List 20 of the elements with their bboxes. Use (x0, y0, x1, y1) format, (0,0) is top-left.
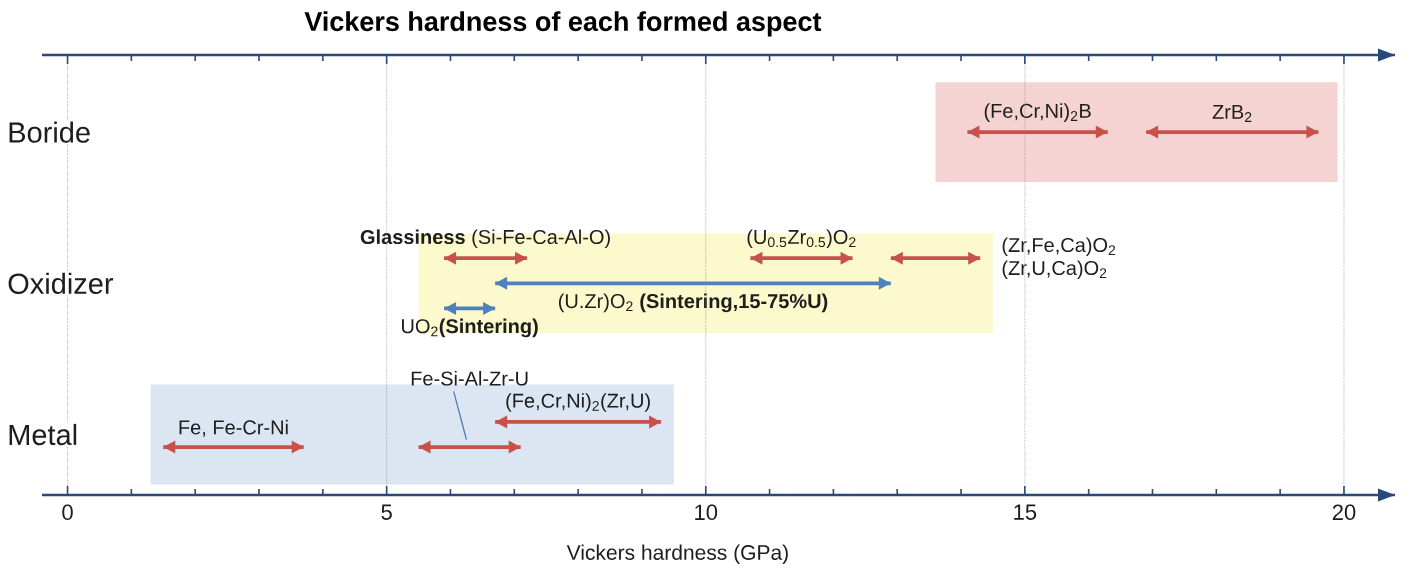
x-tick-label: 5 (381, 504, 392, 520)
y-tick-label: Oxidizer (8, 272, 114, 294)
series-label: (Fe,Cr,Ni)$_{2}$(Zr,U) (506, 393, 650, 412)
series-label: (U$_{0.5}$Zr$_{0.5}$)O$_{2}$ (747, 229, 856, 249)
x-tick-label: 15 (1014, 504, 1037, 520)
chart-title: Vickers hardness of each formed aspect (304, 11, 822, 37)
text: Fe-Si-Al-Zr-U (411, 370, 528, 386)
series-label: Glassiness (Si-Fe-Ca-Al-O) (360, 229, 610, 249)
x-tick-label: 10 (695, 504, 718, 521)
legend-label: (Zr,Fe,Ca)O$_{2}$ (Zr,U,Ca)O$_{2}$ (1002, 237, 1116, 280)
series-label: (U.Zr)O$_{2}$ (Sintering,15-75%U) (558, 293, 828, 313)
series-label: Fe, Fe-Cr-Ni (179, 419, 288, 437)
series-label: ZrB$_{2}$ (1212, 105, 1252, 122)
y-tick-label: Metal (9, 423, 77, 446)
x-tick-label: 20 (1332, 504, 1356, 521)
series-label: UO$_{2}$(Sintering) (402, 318, 538, 338)
series-label: (Fe,Cr,Ni)$_{2}$B (984, 103, 1091, 122)
y-tick-label: Boride (9, 121, 90, 143)
x-tick-label: 0 (62, 504, 73, 521)
x-axis-title: Vickers hardness (GPa) (566, 544, 788, 565)
